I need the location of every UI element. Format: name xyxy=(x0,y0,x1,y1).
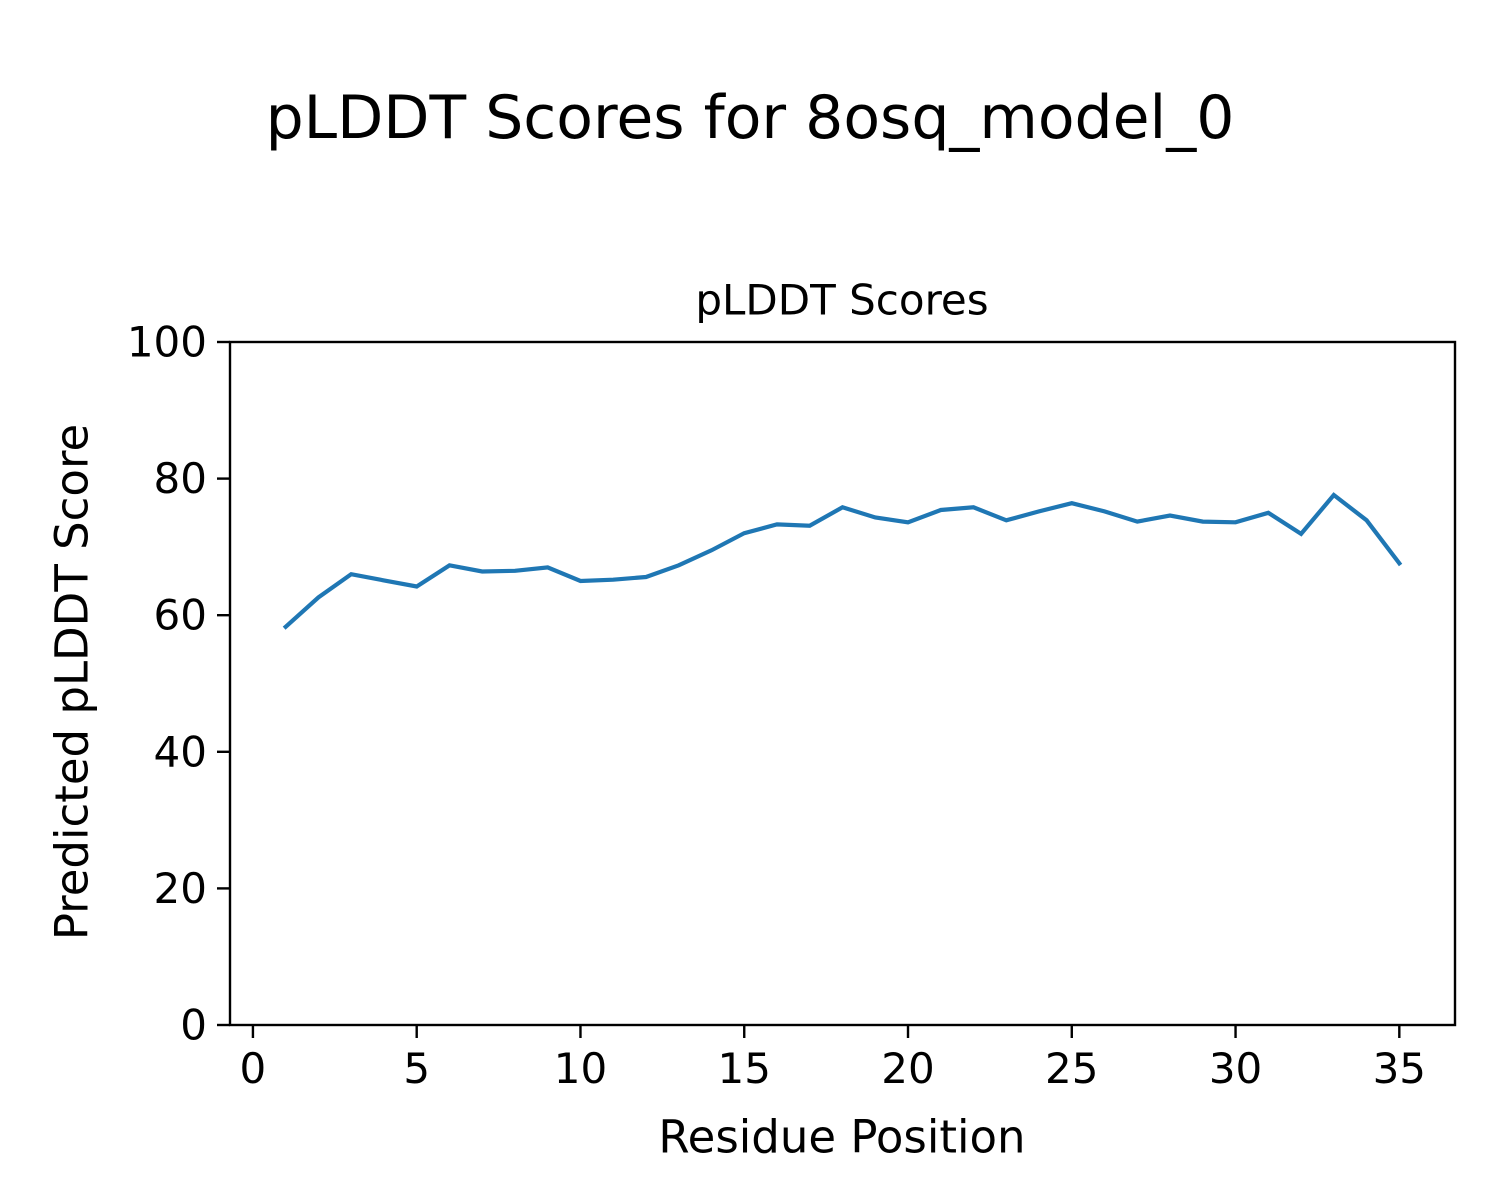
x-tick-label: 30 xyxy=(1209,1044,1262,1093)
axes-spines xyxy=(228,340,1457,1027)
axes-title: pLDDT Scores xyxy=(695,275,989,325)
plddt-series-line xyxy=(282,492,1403,630)
y-tick-label: 0 xyxy=(180,1001,207,1050)
axis-ticks xyxy=(217,340,1401,1038)
y-tick-label: 20 xyxy=(154,864,207,913)
x-tick-label: 25 xyxy=(1045,1044,1098,1093)
y-tick-label: 60 xyxy=(154,591,207,640)
x-tick-label: 15 xyxy=(718,1044,771,1093)
y-tick-label: 40 xyxy=(154,727,207,776)
x-axis-label: Residue Position xyxy=(658,1110,1026,1164)
figure-suptitle: pLDDT Scores for 8osq_model_0 xyxy=(265,83,1235,153)
y-tick-label: 80 xyxy=(154,454,207,503)
x-tick-label: 5 xyxy=(403,1044,430,1093)
x-tick-label: 20 xyxy=(881,1044,934,1093)
y-tick-label: 100 xyxy=(127,318,207,367)
x-tick-label: 35 xyxy=(1373,1044,1426,1093)
x-tick-label: 10 xyxy=(554,1044,607,1093)
x-tick-label: 0 xyxy=(240,1044,267,1093)
axis-tick-labels: 0 5 10 15 20 25 30 35 0 20 40 60 80 100 xyxy=(127,318,1426,1094)
